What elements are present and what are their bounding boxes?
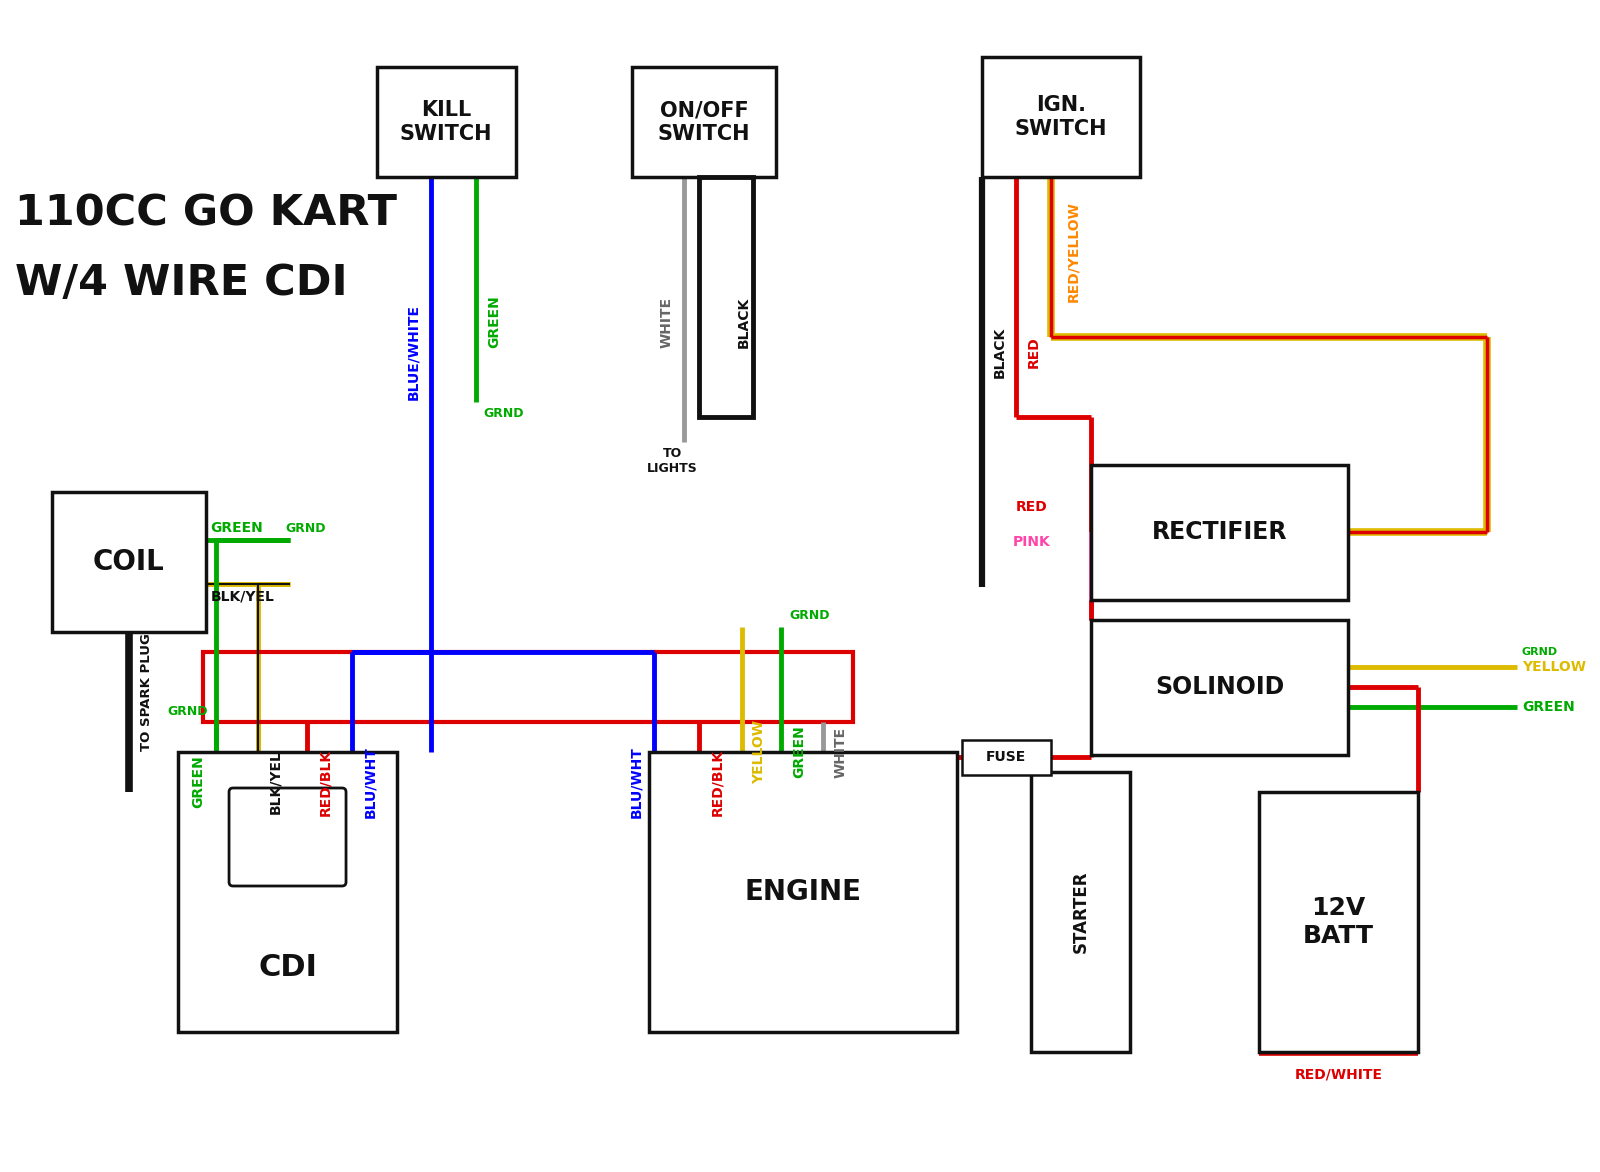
- Text: GRND: GRND: [789, 609, 830, 622]
- Text: RED: RED: [1016, 500, 1046, 515]
- Text: IGN.
SWITCH: IGN. SWITCH: [1014, 95, 1107, 138]
- Text: CDI: CDI: [258, 953, 317, 981]
- Bar: [981, 57, 1141, 177]
- Bar: [203, 652, 853, 722]
- Text: ON/OFF
SWITCH: ON/OFF SWITCH: [658, 101, 750, 144]
- Bar: [1259, 792, 1418, 1052]
- Text: SOLINOID: SOLINOID: [1155, 675, 1285, 699]
- Bar: [699, 177, 754, 417]
- Text: BLACK: BLACK: [992, 326, 1006, 377]
- Text: GRND: GRND: [483, 407, 525, 420]
- Text: TO
LIGHTS: TO LIGHTS: [646, 447, 698, 475]
- Text: WHITE: WHITE: [659, 297, 674, 348]
- Text: PINK: PINK: [1013, 534, 1050, 548]
- Bar: [962, 740, 1051, 775]
- Text: BLU/WHT: BLU/WHT: [363, 747, 378, 818]
- Bar: [1030, 772, 1130, 1052]
- Bar: [632, 67, 776, 177]
- Text: RED: RED: [1027, 336, 1042, 368]
- Text: 110CC GO KART: 110CC GO KART: [14, 192, 397, 234]
- Bar: [1091, 620, 1349, 755]
- Text: COIL: COIL: [93, 548, 165, 575]
- Text: BLU/WHT: BLU/WHT: [629, 747, 643, 818]
- Bar: [179, 752, 397, 1033]
- Bar: [53, 492, 206, 632]
- Text: FUSE: FUSE: [986, 750, 1027, 764]
- Text: GRND: GRND: [285, 522, 325, 534]
- Text: RED/YELLOW: RED/YELLOW: [1066, 202, 1080, 302]
- Text: GREEN: GREEN: [486, 295, 501, 348]
- Text: RED/BLK: RED/BLK: [710, 749, 723, 816]
- Text: RED/WHITE: RED/WHITE: [1294, 1067, 1382, 1081]
- Text: BLUE/WHITE: BLUE/WHITE: [406, 304, 421, 400]
- Text: BLK/YEL: BLK/YEL: [211, 590, 275, 604]
- Text: GREEN: GREEN: [192, 756, 205, 809]
- FancyBboxPatch shape: [229, 788, 346, 886]
- Bar: [650, 752, 957, 1033]
- Text: STARTER: STARTER: [1072, 871, 1090, 953]
- Text: 12V
BATT: 12V BATT: [1302, 897, 1374, 948]
- Text: W/4 WIRE CDI: W/4 WIRE CDI: [14, 263, 347, 304]
- Text: RED/BLK: RED/BLK: [318, 749, 333, 816]
- Text: GRND: GRND: [1522, 647, 1558, 657]
- Text: WHITE: WHITE: [834, 727, 848, 777]
- Text: RECTIFIER: RECTIFIER: [1152, 520, 1288, 544]
- Text: YELLOW: YELLOW: [1522, 660, 1586, 674]
- Bar: [376, 67, 515, 177]
- Text: GREEN: GREEN: [1522, 700, 1574, 714]
- Text: ENGINE: ENGINE: [744, 878, 862, 906]
- Text: GREEN: GREEN: [211, 522, 264, 534]
- Text: GREEN: GREEN: [792, 725, 806, 778]
- Bar: [1091, 464, 1349, 600]
- Text: YELLOW: YELLOW: [752, 720, 766, 784]
- Text: GRND: GRND: [168, 706, 208, 718]
- Text: TO SPARK PLUG: TO SPARK PLUG: [141, 633, 154, 751]
- Text: KILL
SWITCH: KILL SWITCH: [400, 101, 493, 144]
- Text: BLK/YEL: BLK/YEL: [269, 750, 283, 813]
- Text: BLACK: BLACK: [736, 297, 750, 348]
